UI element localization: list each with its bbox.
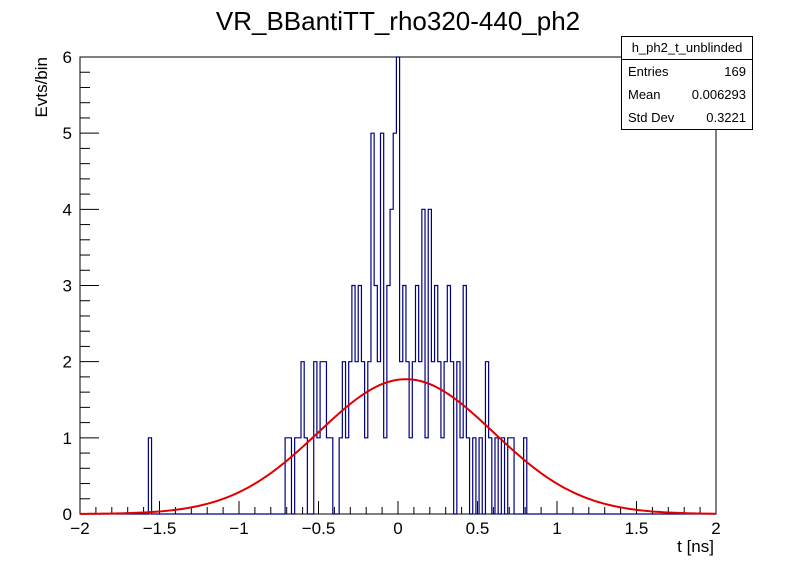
- chart-title: VR_BBantiTT_rho320-440_ph2: [215, 6, 581, 36]
- histogram-bin: [326, 438, 329, 514]
- stats-row-stddev: Std Dev 0.3221: [622, 106, 752, 129]
- y-tick-label: 5: [63, 124, 72, 143]
- histogram-bin: [419, 362, 422, 514]
- histogram-bin: [409, 438, 412, 514]
- stats-row-entries: Entries 169: [622, 60, 752, 83]
- x-tick-label: −0.5: [302, 519, 336, 538]
- y-tick-label: 4: [63, 200, 72, 219]
- x-tick-label: −2: [70, 519, 89, 538]
- stats-row-mean: Mean 0.006293: [622, 83, 752, 106]
- y-tick-label: 3: [63, 277, 72, 296]
- histogram-bin: [441, 438, 444, 514]
- x-axis-label: t [ns]: [677, 537, 714, 556]
- histogram-bin: [346, 438, 349, 514]
- stats-box-name: h_ph2_t_unblinded: [622, 37, 752, 60]
- fit-curve: [79, 378, 717, 515]
- stats-value: 0.006293: [691, 87, 746, 102]
- stats-label: Mean: [628, 87, 661, 102]
- stats-value: 169: [724, 64, 746, 79]
- x-tick-label: −1.5: [143, 519, 177, 538]
- histogram-bin: [355, 362, 358, 514]
- x-tick-label: 0: [393, 519, 402, 538]
- gaussian-fit: [79, 378, 717, 515]
- x-tick-label: −1: [229, 519, 248, 538]
- stats-value: 0.3221: [706, 110, 746, 125]
- y-axis-label: Evts/bin: [32, 57, 51, 117]
- y-tick-label: 2: [63, 353, 72, 372]
- histogram-bin: [425, 438, 428, 514]
- stats-label: Std Dev: [628, 110, 675, 125]
- histogram-bin: [400, 362, 403, 514]
- histogram-outline: [80, 56, 716, 515]
- x-tick-label: 0.5: [466, 519, 490, 538]
- x-tick-label: 1: [552, 519, 561, 538]
- y-tick-label: 0: [63, 505, 72, 524]
- tick-labels: −2 −1.5 −1 −0.5 0 0.5 1 1.5 2 0 1 2 3 4 5 6: [63, 48, 721, 538]
- histogram-bin: [384, 438, 387, 514]
- histogram-bin: [365, 438, 368, 514]
- x-tick-label: 2: [711, 519, 720, 538]
- histogram-bars: [80, 56, 716, 515]
- stats-label: Entries: [628, 64, 669, 79]
- y-tick-label: 1: [63, 429, 72, 448]
- histogram-bin: [460, 438, 463, 514]
- stats-box: h_ph2_t_unblinded Entries 169 Mean 0.006…: [621, 36, 753, 130]
- y-tick-label: 6: [63, 48, 72, 67]
- x-tick-label: 1.5: [625, 519, 649, 538]
